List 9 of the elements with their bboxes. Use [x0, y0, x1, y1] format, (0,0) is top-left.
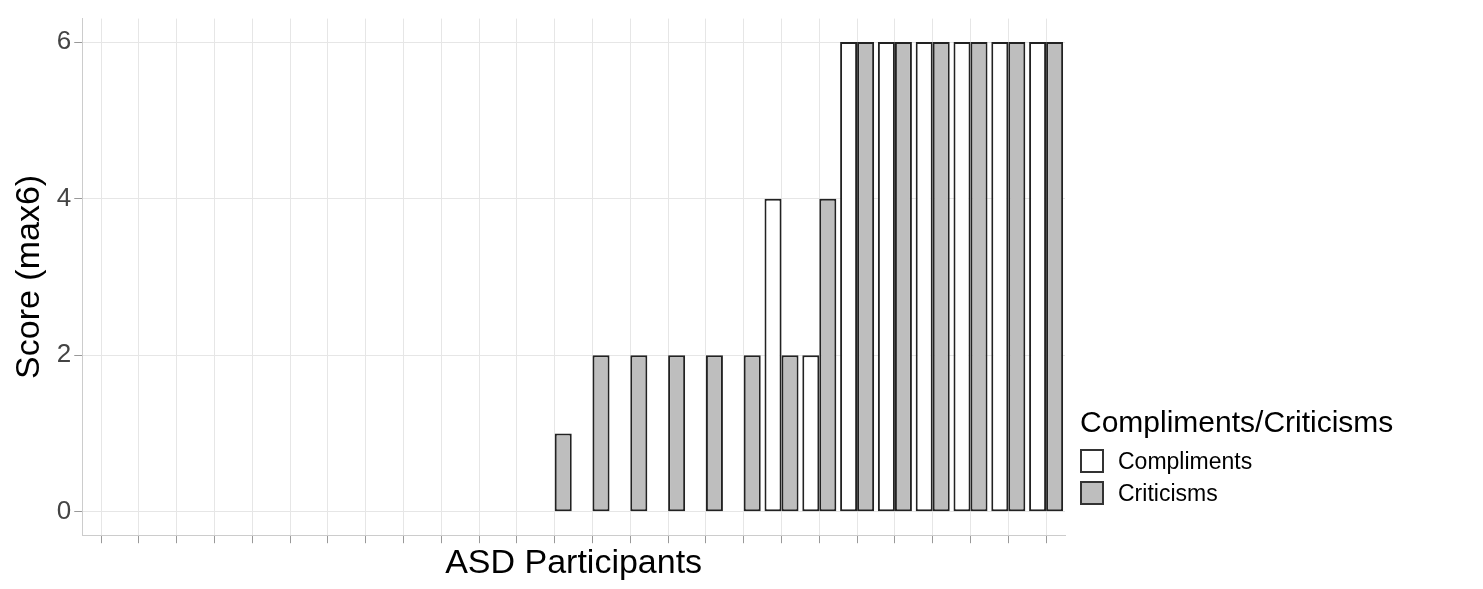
legend-label: Criticisms: [1118, 479, 1218, 507]
y-tick-label: 0: [56, 494, 72, 525]
y-tick-label: 4: [56, 181, 72, 212]
text: Compliments: [1118, 447, 1253, 475]
legend-title: Compliments/Criticisms: [1080, 405, 1394, 439]
x-axis-title: ASD Participants: [445, 541, 703, 580]
y-tick-label: 2: [56, 338, 72, 369]
y-axis-title: Score (max6): [7, 174, 46, 379]
y-tick-label: 6: [56, 25, 72, 56]
